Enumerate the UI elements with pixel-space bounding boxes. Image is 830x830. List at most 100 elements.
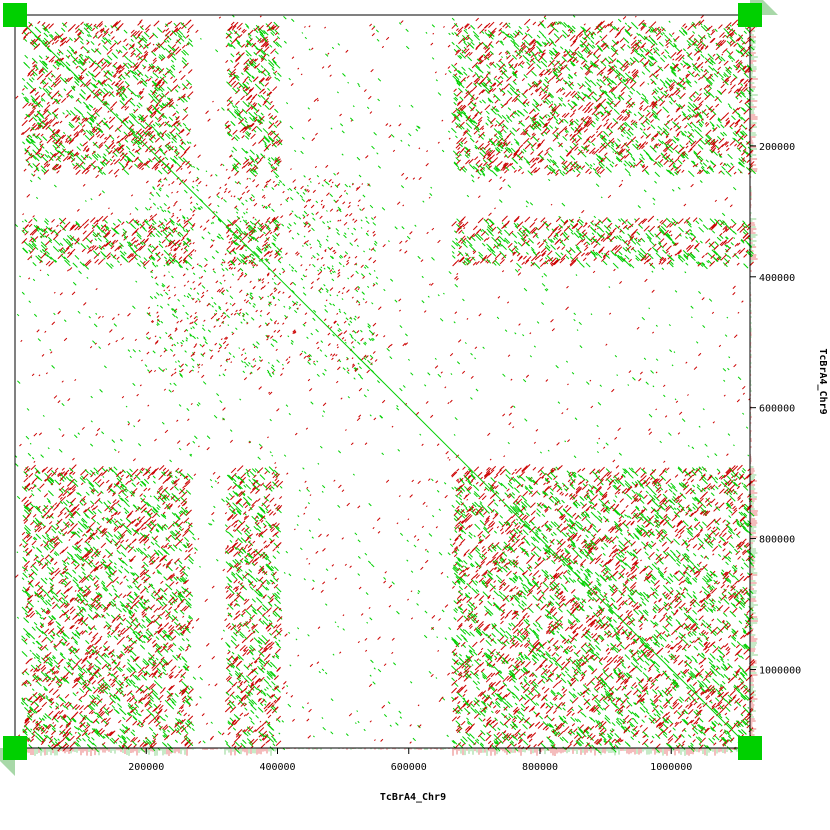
forward-match-dot: [248, 569, 253, 573]
reverse-match-dot: [142, 260, 146, 265]
reverse-match-dot: [146, 713, 152, 719]
forward-match-dot: [139, 114, 145, 120]
forward-match-dot: [108, 576, 114, 582]
forward-match-dot: [123, 158, 128, 162]
reverse-match-dot: [128, 124, 134, 130]
forward-match-dot: [266, 53, 270, 57]
reverse-match-dot: [81, 124, 86, 128]
forward-match-dot: [84, 469, 89, 474]
reverse-match-dot: [46, 540, 50, 544]
reverse-match-dot: [167, 141, 171, 146]
reverse-match-dot: [91, 665, 95, 669]
forward-match-dot: [71, 163, 75, 167]
reverse-match-dot: [104, 228, 108, 232]
forward-match-dot: [87, 613, 94, 621]
reverse-match-dot: [112, 101, 118, 106]
forward-match-dot: [85, 491, 90, 496]
reverse-match-dot: [51, 35, 58, 42]
reverse-match-dot: [106, 581, 113, 588]
forward-match-dot: [61, 27, 66, 32]
forward-match-dot: [84, 533, 88, 537]
forward-match-dot: [243, 116, 248, 121]
reverse-match-dot: [76, 152, 80, 156]
forward-match-dot: [56, 133, 62, 139]
forward-match-dot: [235, 134, 240, 140]
reverse-match-dot: [35, 148, 42, 155]
reverse-match-dot: [92, 65, 100, 72]
reverse-match-dot: [85, 95, 91, 101]
forward-match-dot: [91, 77, 97, 82]
reverse-match-dot: [64, 523, 71, 530]
forward-match-dot: [41, 169, 46, 174]
reverse-match-dot: [125, 43, 129, 47]
forward-match-dot: [182, 122, 187, 127]
forward-match-dot: [139, 26, 144, 31]
reverse-match-dot: [225, 230, 230, 234]
forward-match-dot: [110, 614, 116, 619]
forward-match-dot: [173, 155, 178, 160]
reverse-match-dot: [158, 614, 162, 618]
reverse-match-dot: [48, 666, 56, 673]
forward-match-dot: [38, 55, 43, 60]
reverse-match-dot: [78, 705, 84, 711]
forward-match-dot: [104, 144, 110, 150]
reverse-match-dot: [83, 704, 89, 711]
forward-match-dot: [36, 547, 42, 553]
reverse-match-dot: [117, 40, 122, 45]
forward-match-dot: [254, 83, 262, 91]
reverse-match-dot: [139, 90, 144, 95]
reverse-match-dot: [143, 239, 149, 244]
forward-match-dot: [187, 41, 194, 47]
reverse-match-dot: [136, 220, 140, 224]
reverse-match-dot: [111, 683, 116, 688]
reverse-match-dot: [163, 587, 168, 593]
forward-match-dot: [122, 228, 127, 233]
reverse-match-dot: [178, 70, 182, 74]
forward-match-dot: [160, 136, 165, 141]
reverse-match-dot: [124, 133, 131, 140]
reverse-match-dot: [254, 157, 259, 161]
forward-match-dot: [24, 149, 28, 153]
reverse-match-dot: [108, 489, 112, 494]
reverse-match-dot: [40, 154, 45, 159]
reverse-match-dot: [251, 675, 257, 681]
reverse-match-dot: [108, 141, 115, 148]
forward-match-dot: [89, 574, 93, 578]
forward-match-dot: [28, 134, 33, 139]
forward-match-dot: [131, 621, 138, 628]
reverse-match-dot: [185, 648, 189, 652]
forward-match-dot: [23, 96, 30, 104]
forward-match-dot: [36, 475, 43, 482]
forward-match-dot: [274, 63, 281, 69]
reverse-match-dot: [83, 166, 89, 173]
reverse-match-dot: [162, 29, 166, 33]
forward-match-dot: [53, 98, 60, 105]
reverse-match-dot: [128, 218, 135, 225]
forward-match-dot: [66, 561, 70, 566]
forward-match-dot: [155, 636, 160, 641]
reverse-match-dot: [264, 82, 270, 87]
reverse-match-dot: [160, 611, 166, 616]
reverse-match-dot: [87, 732, 91, 736]
forward-match-dot: [269, 44, 273, 48]
reverse-match-dot: [147, 488, 151, 491]
forward-match-dot: [85, 119, 93, 126]
reverse-match-dot: [262, 91, 267, 95]
reverse-match-dot: [170, 665, 177, 672]
forward-match-dot: [97, 79, 102, 84]
forward-match-dot: [229, 39, 233, 43]
forward-match-dot: [63, 88, 67, 92]
forward-match-dot: [69, 37, 73, 42]
reverse-match-dot: [73, 124, 80, 132]
forward-match-dot: [127, 658, 131, 662]
reverse-match-dot: [43, 594, 47, 597]
reverse-match-dot: [111, 139, 115, 143]
reverse-match-dot: [59, 549, 65, 555]
forward-match-dot: [249, 644, 256, 651]
forward-match-dot: [84, 540, 91, 547]
forward-match-dot: [30, 153, 37, 160]
forward-match-dot: [84, 134, 91, 141]
forward-match-dot: [232, 87, 238, 94]
reverse-match-dot: [259, 233, 264, 239]
forward-match-dot: [46, 637, 52, 642]
